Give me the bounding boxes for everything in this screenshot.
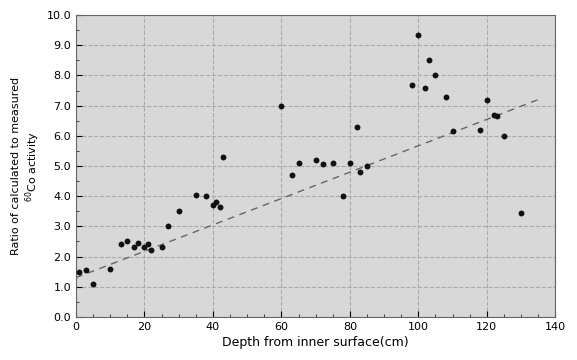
- Point: [133, 240, 143, 246]
- Point: [208, 202, 218, 208]
- Point: [147, 248, 156, 253]
- Point: [277, 103, 286, 108]
- Point: [448, 129, 457, 134]
- Point: [219, 154, 228, 160]
- Point: [493, 113, 502, 119]
- Point: [345, 160, 354, 166]
- Point: [123, 239, 132, 244]
- Point: [116, 242, 125, 247]
- Point: [475, 127, 485, 132]
- Point: [414, 32, 423, 37]
- Point: [424, 58, 433, 63]
- Point: [499, 133, 508, 139]
- Point: [407, 82, 416, 87]
- Point: [355, 169, 365, 175]
- Point: [157, 244, 166, 250]
- Point: [287, 172, 297, 178]
- Point: [352, 124, 361, 130]
- Point: [212, 199, 221, 205]
- Point: [328, 160, 338, 166]
- Point: [431, 73, 440, 78]
- Point: [191, 192, 200, 198]
- Point: [441, 94, 451, 99]
- Point: [130, 244, 139, 250]
- Point: [140, 244, 149, 250]
- Point: [106, 266, 115, 271]
- Point: [339, 193, 348, 199]
- Point: [311, 157, 320, 163]
- Point: [201, 193, 211, 199]
- Point: [143, 242, 152, 247]
- Y-axis label: Ratio of calculated to measured
$^{60}$Co activity: Ratio of calculated to measured $^{60}$C…: [11, 77, 42, 255]
- Point: [75, 269, 84, 274]
- Point: [164, 224, 173, 229]
- Point: [421, 85, 430, 90]
- Point: [318, 162, 327, 167]
- Point: [489, 112, 499, 118]
- Point: [482, 97, 492, 103]
- Point: [174, 208, 183, 214]
- Point: [516, 210, 526, 216]
- X-axis label: Depth from inner surface(cm): Depth from inner surface(cm): [222, 336, 409, 349]
- Point: [215, 204, 224, 210]
- Point: [88, 281, 98, 287]
- Point: [82, 267, 91, 273]
- Point: [362, 163, 372, 169]
- Point: [294, 160, 303, 166]
